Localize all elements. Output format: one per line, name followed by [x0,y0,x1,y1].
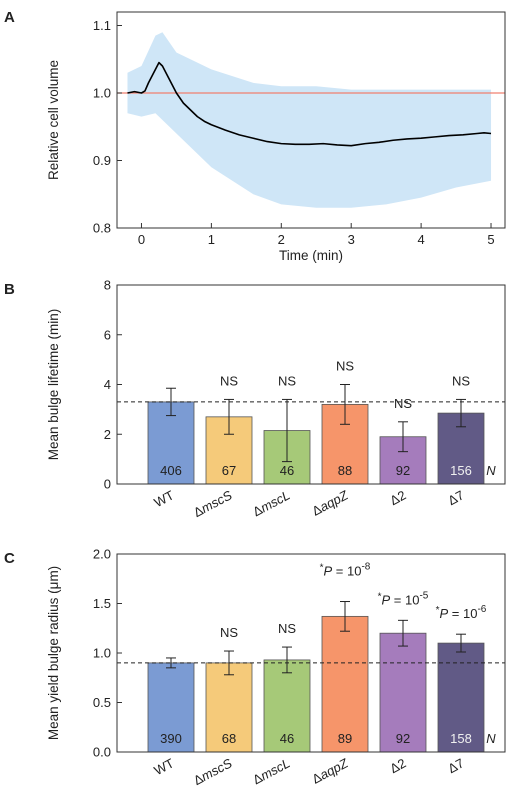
x-axis-label: Time (min) [279,248,343,263]
category-label: ΔmscS [191,487,235,520]
bar-2 [205,662,253,753]
p-asterisk: * [436,605,440,616]
bar-4 [321,615,369,753]
category-label: Δ7 [445,755,466,776]
y-tick-label: 2.0 [93,547,111,562]
p-equals: = 10 [332,564,361,579]
p-equals: = 10 [390,592,419,607]
error-band [127,32,492,208]
y-tick-label: 0.0 [93,745,111,760]
bar-5 [379,632,427,753]
n-label: 88 [338,463,352,478]
n-label: 89 [338,731,352,746]
x-tick-label: 2 [278,232,285,247]
panel-c: C 390 68 46 89 92 158 N 0.0 0.5 1.0 1.5 2.0 WT ΔmscS Δm… [4,547,506,788]
x-tick-label: 0 [138,232,145,247]
y-tick-label: 1.1 [93,18,111,33]
bar-1 [147,662,195,753]
bar-3 [263,659,311,753]
gene-name: aqpZ [317,487,351,515]
n-symbol: N [486,731,496,746]
x-tick-label: 4 [417,232,424,247]
panel-letter-c: C [4,550,15,567]
p-exponent: -5 [419,590,428,601]
x-tick-label: 5 [487,232,494,247]
p-symbol: P [440,606,449,621]
category-label: Δ7 [445,487,466,508]
y-tick-label: 1.0 [93,646,111,661]
y-tick-label: 0.8 [93,221,111,236]
y-tick-label: 6 [104,327,111,342]
category-label: ΔaqpZ [310,487,352,519]
n-label: 46 [280,731,294,746]
n-label: 46 [280,463,294,478]
y-tick-label: 1.0 [93,86,111,101]
y-tick-label: 2 [104,427,111,442]
gene-name: aqpZ [317,755,351,783]
y-tick-label: 4 [104,377,111,392]
p-value-label: *P = 10-8 [320,562,371,579]
n-label: 92 [396,463,410,478]
significance-label: NS [336,359,354,374]
gene-name: mscL [258,755,292,783]
y-axis-label: Mean yield bulge radius (μm) [46,566,61,740]
p-asterisk: * [320,563,324,574]
y-tick-label: 8 [104,278,111,293]
y-tick-label: 0.9 [93,153,111,168]
significance-label: NS [394,396,412,411]
x-tick-label: 3 [348,232,355,247]
n-label: 92 [396,731,410,746]
n-label: 156 [450,463,472,478]
category-label: WT [152,487,177,510]
gene-name: mscS [199,487,235,516]
p-value-label: *P = 10-5 [378,590,429,607]
n-label: 406 [160,463,182,478]
p-asterisk: * [378,591,382,602]
gene-name: mscS [199,755,235,784]
category-label: WT [152,755,177,778]
n-label: 390 [160,731,182,746]
n-label: 158 [450,731,472,746]
gene-name: mscL [258,487,292,515]
category-label: ΔmscL [250,755,292,787]
significance-label: NS [452,373,470,388]
p-equals: = 10 [448,606,477,621]
significance-label: NS [220,373,238,388]
category-label: ΔmscS [191,755,235,788]
n-label: 67 [222,463,236,478]
significance-label: NS [278,621,296,636]
p-value-label: *P = 10-6 [436,604,487,621]
n-label: 68 [222,731,236,746]
category-label: Δ2 [387,487,408,508]
series-line [127,61,492,147]
category-label: Δ2 [387,755,408,776]
significance-label: NS [220,625,238,640]
category-label: ΔaqpZ [310,755,352,787]
p-symbol: P [382,592,391,607]
panel-a: A 0.8 0.9 1.0 1.1 0 1 2 3 4 5 Time (min) Relative ce… [4,9,506,263]
p-symbol: P [324,564,333,579]
y-tick-label: 0 [104,477,111,492]
plot-frame [116,11,506,229]
panel-letter-b: B [4,281,15,298]
y-tick-label: 1.5 [93,596,111,611]
y-tick-label: 0.5 [93,695,111,710]
significance-label: NS [278,373,296,388]
p-exponent: -8 [361,562,370,573]
y-axis-label: Relative cell volume [46,60,61,180]
y-axis-label: Mean bulge lifetime (min) [46,309,61,461]
n-symbol: N [486,463,496,478]
panel-letter-a: A [4,9,15,26]
category-label: ΔmscL [250,487,292,519]
p-exponent: -6 [477,604,486,615]
x-tick-label: 1 [208,232,215,247]
